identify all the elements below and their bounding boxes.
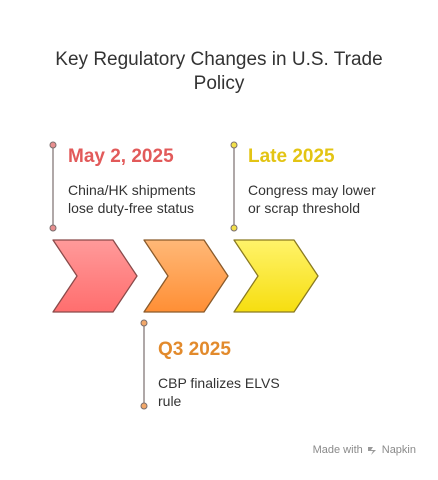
step-3-description: Congress may lower or scrap threshold [248,181,376,217]
step-2-desc-line-2: rule [158,393,182,409]
step-1-desc-line-1: China/HK shipments [68,182,196,198]
step-3-desc-line-1: Congress may lower [248,182,376,198]
chevron-step-2 [143,239,229,313]
step-2-desc-line-1: CBP finalizes ELVS [158,375,280,391]
step-2-description: CBP finalizes ELVS rule [158,374,280,410]
step-3-date: Late 2025 [248,146,335,167]
connector-2 [140,319,148,410]
title-line-2: Policy [193,73,245,94]
diagram-title: Key Regulatory Changes in U.S. Trade Pol… [0,48,438,96]
made-with-napkin-brand: Made with Napkin [313,444,416,456]
step-3-desc-line-2: or scrap threshold [248,200,361,216]
napkin-label: Napkin [381,444,416,456]
chevron-step-3 [233,239,319,313]
title-line-1: Key Regulatory Changes in U.S. Trade [55,49,383,70]
step-1-date: May 2, 2025 [68,146,174,167]
step-2-date: Q3 2025 [158,339,231,360]
made-with-label: Made with [312,444,363,456]
connector-3 [230,141,238,232]
chevron-step-1 [52,239,138,313]
step-1-desc-line-2: lose duty-free status [68,200,195,216]
napkin-logo-icon [367,445,378,456]
step-1-description: China/HK shipments lose duty-free status [68,181,196,217]
connector-1 [49,141,57,232]
